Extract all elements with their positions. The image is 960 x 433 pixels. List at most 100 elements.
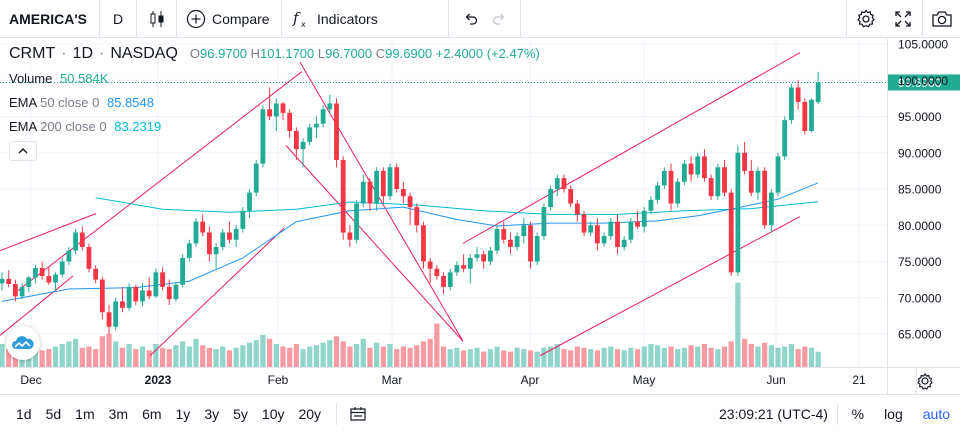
volume-bar — [695, 346, 701, 367]
volume-bar — [233, 347, 239, 367]
candle — [19, 283, 25, 300]
close-key: C — [375, 46, 386, 61]
candle-body — [815, 82, 821, 103]
range-button-1y[interactable]: 1y — [175, 406, 191, 422]
trendline — [149, 227, 285, 357]
candle — [789, 83, 794, 124]
candle-body — [688, 163, 694, 175]
candle — [367, 178, 373, 211]
candle — [768, 189, 774, 233]
candle-body — [367, 181, 373, 204]
ema-50-line — [1, 182, 819, 302]
ema-200-line — [95, 197, 819, 215]
range-button-6m[interactable]: 6m — [142, 406, 162, 422]
compare-button[interactable]: Compare — [177, 0, 282, 38]
candle-body — [293, 131, 299, 150]
volume-bar — [661, 347, 667, 367]
percent-scale-toggle[interactable]: % — [851, 406, 865, 422]
candle — [401, 181, 406, 204]
volume-bar — [360, 338, 366, 367]
chevron-up-icon — [18, 148, 28, 154]
candle — [394, 163, 400, 193]
axis-settings-icon[interactable] — [917, 373, 933, 390]
volume-bar — [186, 346, 192, 367]
candle-body — [447, 272, 453, 287]
volume-bar — [788, 343, 795, 367]
volume-bar — [474, 347, 480, 367]
price-chart[interactable]: 99.6900 105.0000 100.0000 95.0000 90.0000 85… — [0, 39, 960, 395]
candle-body — [73, 232, 78, 251]
chart-type-button[interactable] — [137, 0, 177, 38]
range-button-5d[interactable]: 5d — [45, 406, 62, 422]
range-button-1m[interactable]: 1m — [75, 406, 95, 422]
camera-icon — [931, 10, 952, 27]
log-scale-toggle[interactable]: log — [884, 406, 903, 422]
candle-body — [421, 225, 426, 262]
volume-bar — [634, 349, 641, 367]
candle-body — [802, 102, 808, 131]
undo-icon[interactable] — [463, 11, 479, 27]
ema200-legend-row[interactable]: EMA 200 close 0 83.2319 — [9, 119, 161, 134]
range-button-1d[interactable]: 1d — [16, 406, 32, 422]
candle — [106, 305, 112, 334]
volume-legend-row[interactable]: Volume 50.584K — [9, 71, 108, 86]
candle-body — [728, 192, 734, 273]
candle — [595, 218, 600, 251]
volume-bar — [119, 347, 126, 367]
trendline — [462, 52, 801, 244]
candle — [554, 174, 560, 197]
price-tick-label: 65.0000 — [898, 328, 942, 342]
settings-button[interactable] — [846, 0, 884, 38]
candle — [53, 272, 58, 291]
interval-button[interactable]: D — [100, 0, 137, 38]
candle-body — [287, 112, 293, 131]
candle-body — [461, 265, 467, 269]
range-button-20y[interactable]: 20y — [298, 406, 322, 422]
candle-body — [648, 199, 654, 211]
fullscreen-button[interactable] — [884, 0, 922, 38]
candle — [387, 163, 393, 200]
volume-bar — [728, 341, 734, 367]
symbol-search-button[interactable]: AMERICA'S — [0, 0, 100, 38]
candle — [407, 192, 413, 226]
price-tick-label: 80.0000 — [898, 219, 942, 233]
candle — [795, 80, 801, 110]
candle — [173, 283, 179, 302]
candle-body — [66, 250, 72, 262]
auto-scale-toggle[interactable]: auto — [922, 406, 950, 422]
ema50-legend-row[interactable]: EMA 50 close 0 85.8548 — [9, 95, 154, 110]
candle-body — [434, 268, 440, 276]
redo-icon[interactable] — [491, 11, 507, 27]
volume-bar — [72, 338, 79, 367]
date-range-icon[interactable] — [349, 405, 367, 423]
timezone-clock[interactable]: 23:09:21 (UTC-4) — [719, 406, 828, 422]
volume-bar — [173, 345, 179, 367]
candle — [461, 254, 467, 273]
candle-body — [809, 99, 814, 131]
range-button-10y[interactable]: 10y — [261, 406, 285, 422]
svg-text:f: f — [292, 9, 301, 27]
candle-body — [675, 181, 681, 204]
snapshot-button[interactable] — [922, 0, 960, 38]
legend-ticker[interactable]: CRMT — [9, 45, 56, 62]
candle-body — [307, 127, 313, 142]
volume-bar — [748, 343, 754, 367]
candle-body — [334, 103, 339, 160]
candle-body — [193, 221, 199, 244]
range-button-3y[interactable]: 3y — [204, 406, 220, 422]
range-button-3m[interactable]: 3m — [108, 406, 129, 422]
price-tick-label: 100.0000 — [898, 74, 948, 88]
candle-body — [300, 141, 306, 150]
widget-logo-badge[interactable] — [6, 326, 40, 360]
volume-bar — [440, 346, 447, 367]
indicators-button[interactable]: f x Indicators — [282, 0, 449, 38]
range-button-5y[interactable]: 5y — [233, 406, 248, 422]
candle — [287, 109, 293, 139]
legend-collapse-button[interactable] — [9, 141, 37, 161]
candle-body — [722, 167, 727, 193]
candle — [528, 221, 533, 269]
candle-body — [608, 221, 614, 237]
volume-bar — [79, 347, 85, 367]
ema50-label: EMA — [9, 95, 37, 110]
ema200-params: 200 close 0 — [40, 119, 107, 134]
